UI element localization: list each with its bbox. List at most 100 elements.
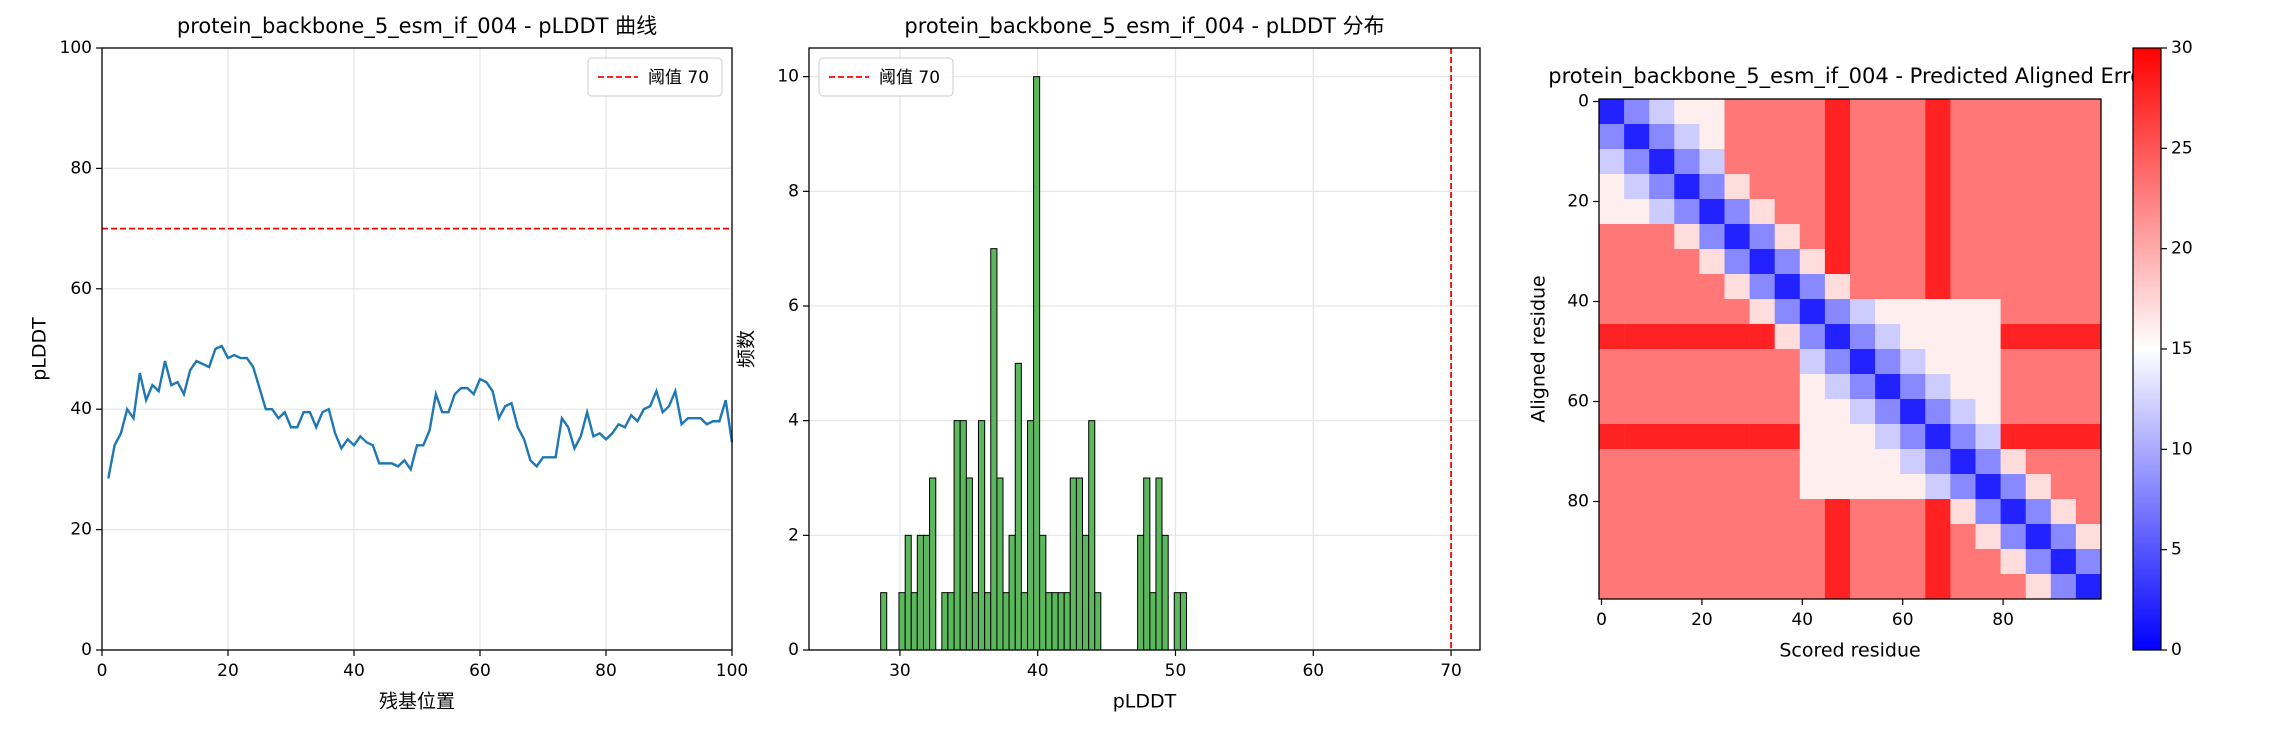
heatmap-cell: [1824, 449, 1851, 475]
heatmap-cell: [1649, 124, 1675, 150]
heatmap-cell: [1975, 449, 2001, 475]
heatmap-cell: [1850, 224, 1876, 250]
heatmap-cell: [2025, 549, 2052, 575]
y-tick-label: 6: [788, 296, 799, 316]
heatmap-cell: [1875, 274, 1901, 300]
legend-label: 阈值 70: [648, 68, 709, 88]
heatmap-cell: [1649, 374, 1675, 400]
heatmap-cell: [1900, 349, 1926, 375]
heatmap-cell: [1824, 524, 1851, 550]
heatmap-cell: [1875, 249, 1901, 275]
heatmap-cell: [1850, 199, 1876, 225]
histogram-bar: [1161, 534, 1169, 651]
heatmap-cell: [2075, 149, 2102, 175]
heatmap-cell: [1624, 249, 1650, 275]
heatmap-cell: [1875, 449, 1901, 475]
heatmap-cell: [1674, 274, 1700, 300]
heatmap-cell: [2025, 349, 2052, 375]
y-tick-label: 100: [60, 38, 92, 58]
heatmap-cell: [1749, 424, 1775, 450]
heatmap-cell: [2000, 249, 2026, 275]
colorbar-tick-label: 0: [2171, 640, 2182, 660]
heatmap-cell: [1975, 549, 2001, 575]
heatmap-cell: [1624, 499, 1650, 525]
histogram-bar: [984, 592, 992, 651]
heatmap-cell: [1674, 324, 1700, 350]
heatmap-cell: [1674, 499, 1700, 525]
heatmap-cell: [1900, 224, 1926, 250]
heatmap-cell: [1925, 149, 1951, 175]
heatmap-cell: [1774, 299, 1801, 325]
heatmap-cell: [1900, 324, 1926, 350]
heatmap-cell: [1824, 249, 1851, 275]
heatmap-cell: [1850, 374, 1876, 400]
heatmap-cell: [1925, 274, 1951, 300]
y-tick-label: 4: [788, 411, 799, 431]
heatmap-cell: [1699, 124, 1725, 150]
heatmap-cell: [1875, 174, 1901, 200]
histogram-bar: [1057, 592, 1065, 651]
y-tick-label: 40: [1567, 292, 1589, 312]
heatmap-cell: [1724, 324, 1750, 350]
heatmap-cell: [1975, 224, 2001, 250]
heatmap-cell: [1799, 274, 1826, 300]
heatmap-cell: [1599, 199, 1625, 225]
heatmap-cell: [1749, 499, 1775, 525]
heatmap-cell: [1649, 574, 1675, 600]
heatmap-cell: [1975, 399, 2001, 425]
heatmap-cell: [2050, 374, 2077, 400]
heatmap-cell: [1824, 349, 1851, 375]
heatmap-cell: [1749, 399, 1775, 425]
y-axis-label: pLDDT: [29, 317, 51, 381]
heatmap-cell: [1724, 124, 1750, 150]
histogram-bar: [910, 592, 918, 651]
histogram-bar: [929, 477, 937, 651]
x-tick-label: 100: [716, 661, 748, 681]
heatmap-cell: [2025, 124, 2052, 150]
heatmap-cell: [1599, 399, 1625, 425]
y-tick-label: 10: [777, 67, 799, 87]
heatmap-cell: [2050, 349, 2077, 375]
heatmap-cell: [1824, 299, 1851, 325]
heatmap-cell: [1875, 199, 1901, 225]
heatmap-cell: [1824, 149, 1851, 175]
heatmap-cell: [2025, 499, 2052, 525]
histogram-bar: [922, 534, 931, 651]
x-tick-label: 60: [1302, 661, 1324, 681]
heatmap-cell: [1824, 399, 1851, 425]
heatmap-cell: [1599, 249, 1625, 275]
heatmap-cell: [1799, 524, 1826, 550]
heatmap-cell: [1624, 474, 1650, 500]
heatmap-cell: [1724, 399, 1750, 425]
y-tick-label: 40: [70, 399, 92, 419]
heatmap-cell: [2025, 99, 2052, 125]
histogram-bar: [1039, 534, 1047, 651]
heatmap-cell: [1724, 374, 1750, 400]
heatmap-cell: [1699, 149, 1725, 175]
heatmap-cell: [1774, 174, 1801, 200]
heatmap-cell: [1699, 474, 1725, 500]
heatmap-cell: [1975, 499, 2001, 525]
heatmap-cell: [1850, 99, 1876, 125]
heatmap-cell: [2025, 149, 2052, 175]
heatmap-cell: [1774, 199, 1801, 225]
heatmap-cell: [1975, 199, 2001, 225]
heatmap-cell: [1799, 299, 1826, 325]
heatmap-cell: [2000, 199, 2026, 225]
y-tick-label: 2: [788, 525, 799, 545]
heatmap-cell: [1799, 374, 1826, 400]
heatmap-cell: [1674, 399, 1700, 425]
x-tick-label: 20: [1691, 610, 1713, 630]
histogram-bar: [1002, 592, 1010, 651]
heatmap-cell: [1799, 499, 1826, 525]
histogram-bar: [947, 592, 955, 651]
heatmap-cell: [2025, 324, 2052, 350]
heatmap-cell: [1925, 324, 1951, 350]
heatmap-cell: [1850, 299, 1876, 325]
heatmap-cell: [1950, 524, 1976, 550]
heatmap-cell: [1925, 524, 1951, 550]
heatmap-cell: [1599, 274, 1625, 300]
heatmap-cell: [1674, 299, 1700, 325]
heatmap-cell: [2000, 574, 2026, 600]
heatmap-cell: [2000, 174, 2026, 200]
